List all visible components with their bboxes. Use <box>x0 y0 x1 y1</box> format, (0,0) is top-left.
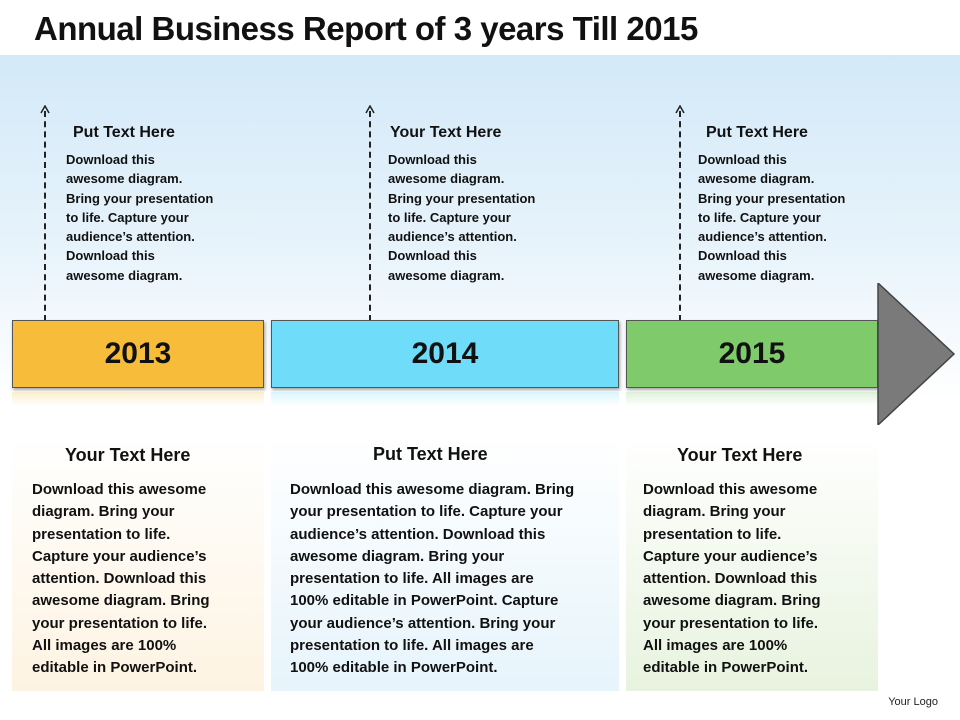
top-heading-2015: Put Text Here <box>706 124 808 141</box>
bottom-panel-2014 <box>271 435 619 691</box>
bottom-panel-2015 <box>626 435 878 691</box>
year-box-2015: 2015 <box>626 320 878 388</box>
dashed-arrow-2014 <box>365 105 375 321</box>
year-box-2013: 2013 <box>12 320 264 388</box>
top-heading-2013: Put Text Here <box>73 124 175 141</box>
reflection-2013 <box>12 392 264 406</box>
arrow-up-icon <box>675 105 685 114</box>
bottom-heading-2014: Put Text Here <box>373 444 488 464</box>
bottom-heading-2015: Your Text Here <box>677 445 803 465</box>
top-text-2014: Download this awesome diagram. Bring you… <box>388 152 536 283</box>
top-text-2015: Download this awesome diagram. Bring you… <box>698 152 846 283</box>
top-heading-2014: Your Text Here <box>390 124 502 141</box>
reflection-2014 <box>271 392 619 406</box>
bottom-text-2015: Download this awesome diagram. Bring you… <box>643 481 821 677</box>
dashed-arrow-2013 <box>40 105 50 321</box>
bottom-text-2014: Download this awesome diagram. Bring you… <box>290 481 575 677</box>
reflection-2015 <box>626 392 878 406</box>
top-text-2013: Download this awesome diagram. Bring you… <box>66 152 214 283</box>
bottom-text-2013: Download this awesome diagram. Bring you… <box>32 481 210 677</box>
page-title: Annual Business Report of 3 years Till 2… <box>34 10 698 47</box>
bottom-heading-2013: Your Text Here <box>65 445 191 465</box>
year-box-2014: 2014 <box>271 320 619 388</box>
logo-text: Your Logo <box>888 696 938 708</box>
dashed-arrow-2015 <box>675 105 685 321</box>
bottom-panel-2013 <box>12 435 264 691</box>
arrow-up-icon <box>40 105 50 114</box>
timeline-arrowhead-icon <box>877 283 956 425</box>
arrow-up-icon <box>365 105 375 114</box>
